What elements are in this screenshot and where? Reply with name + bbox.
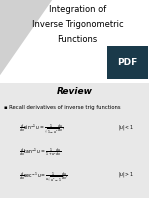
FancyBboxPatch shape <box>0 0 149 83</box>
Text: $\frac{d}{dx}\sec^{-1}u = \frac{1}{u\sqrt{u^2-1}}\frac{du}{dx},$: $\frac{d}{dx}\sec^{-1}u = \frac{1}{u\sqr… <box>19 170 69 184</box>
Text: Review: Review <box>56 87 93 96</box>
Polygon shape <box>0 0 52 75</box>
Text: ▪ Recall derivatives of inverse trig functions: ▪ Recall derivatives of inverse trig fun… <box>4 105 121 110</box>
Text: Functions: Functions <box>57 35 98 44</box>
Text: Integration of: Integration of <box>49 5 106 14</box>
Text: $|u|<1$: $|u|<1$ <box>118 123 134 132</box>
FancyBboxPatch shape <box>107 46 148 79</box>
Text: Inverse Trigonometric: Inverse Trigonometric <box>32 20 123 29</box>
Text: PDF: PDF <box>117 58 138 67</box>
Text: $\frac{d}{dx}\tan^{-1}u = \frac{1}{1+u^2}\frac{du}{dx}$: $\frac{d}{dx}\tan^{-1}u = \frac{1}{1+u^2… <box>19 147 62 159</box>
Text: $|u|>1$: $|u|>1$ <box>118 170 134 179</box>
Text: $\frac{d}{dx}\sin^{-1}u = \frac{1}{\sqrt{1-u^2}}\frac{du}{dx},$: $\frac{d}{dx}\sin^{-1}u = \frac{1}{\sqrt… <box>19 123 66 136</box>
